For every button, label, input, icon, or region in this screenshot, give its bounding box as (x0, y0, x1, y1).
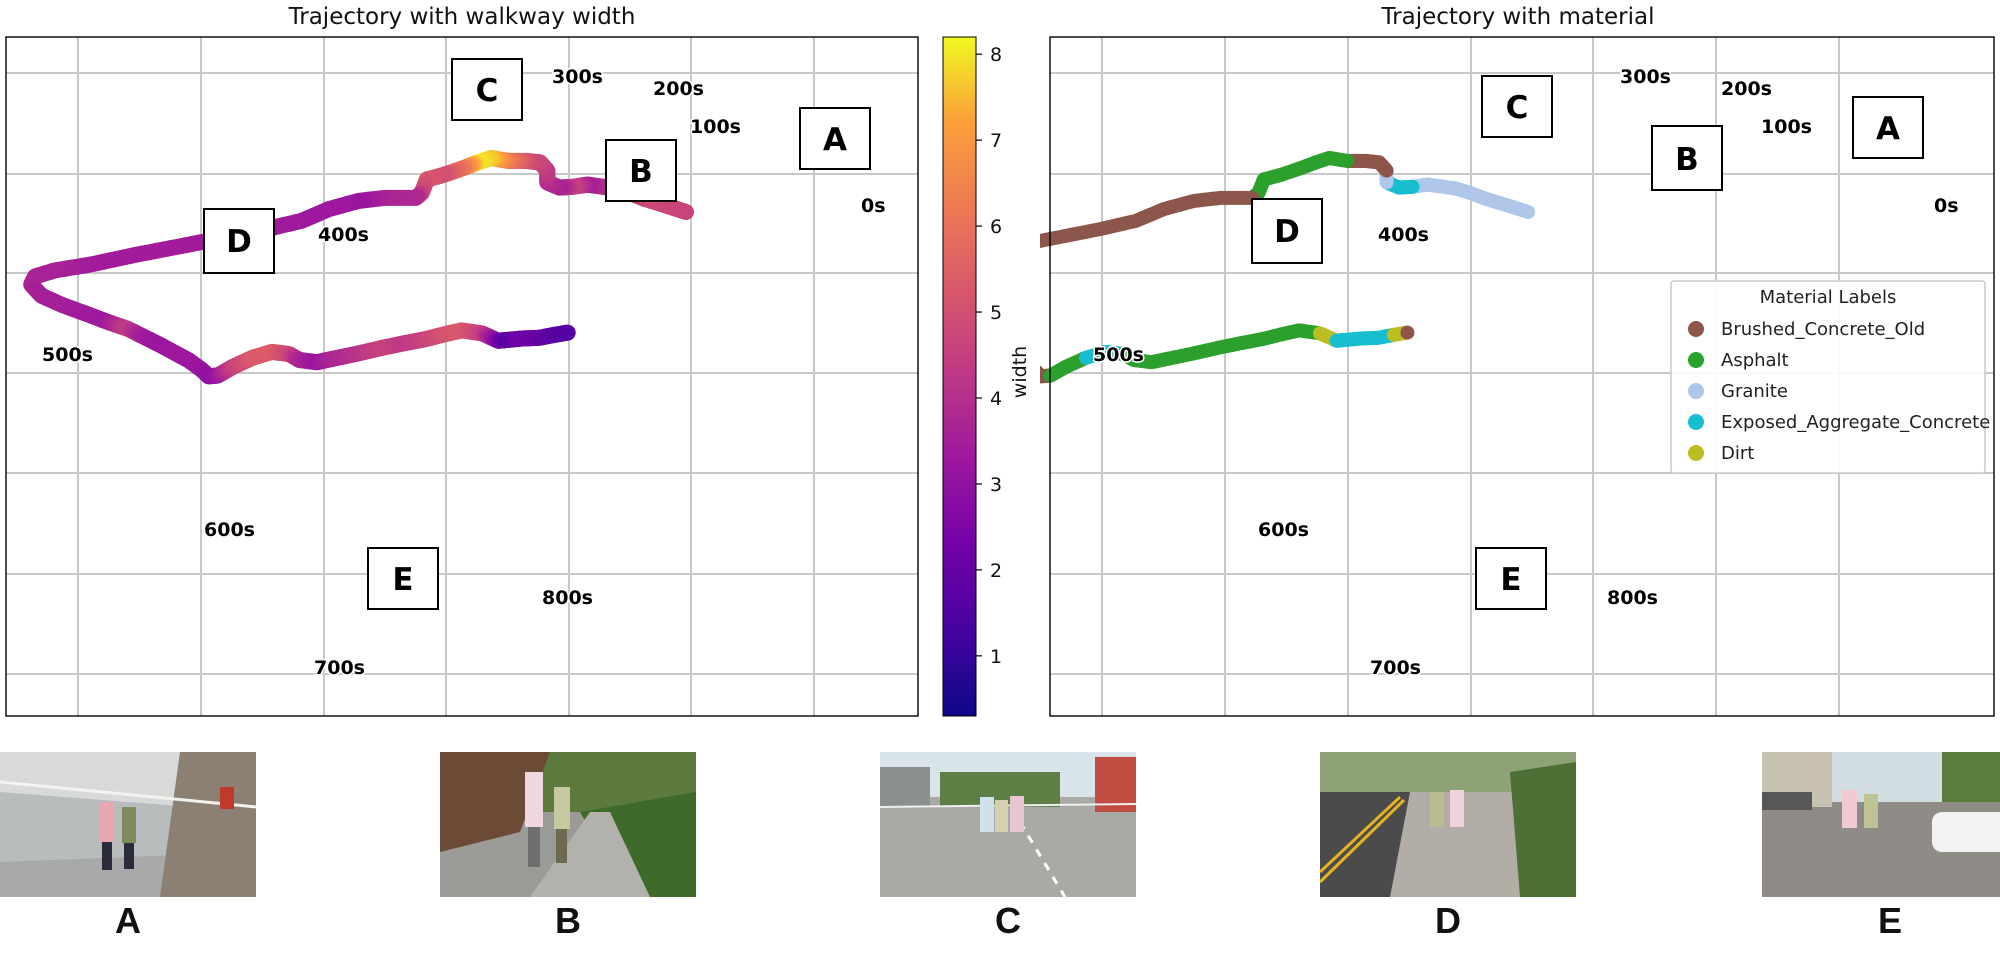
time-label: 800s (1607, 587, 1658, 609)
photo-a (0, 752, 256, 897)
time-label: 600s (204, 519, 255, 541)
segment-box-e: E (367, 547, 439, 610)
time-label: 300s (552, 66, 603, 88)
legend-marker (1688, 321, 1704, 337)
colorbar-tick-label: 3 (990, 474, 1002, 496)
time-label: 100s (690, 116, 741, 138)
trajectory-point (1400, 325, 1415, 340)
time-label: 100s (1761, 116, 1812, 138)
photo-label-d: D (1435, 900, 1461, 941)
svg-text:C: C (476, 73, 499, 109)
svg-text:A: A (823, 122, 847, 158)
chart-title: Trajectory with walkway width (288, 4, 636, 30)
colorbar-tick-label: 6 (990, 216, 1002, 238)
legend-label: Brushed_Concrete_Old (1721, 319, 1925, 340)
time-label: 800s (542, 587, 593, 609)
time-labels: 0s 100s 200s 300s 400s 500s 600s 700s 80… (41, 65, 888, 681)
legend-title: Material Labels (1760, 287, 1897, 308)
time-label: 500s (42, 344, 93, 366)
photo-d (1320, 752, 1576, 897)
legend-label: Asphalt (1721, 350, 1789, 371)
trajectory-points (23, 150, 694, 385)
legend-marker (1688, 445, 1704, 461)
time-label: 200s (1721, 78, 1772, 100)
time-label: 500s (1093, 344, 1144, 366)
photo-c (880, 752, 1136, 897)
photo-label-a: A (115, 900, 141, 941)
svg-text:D: D (1274, 214, 1300, 250)
svg-text:C: C (1506, 90, 1529, 126)
segment-box-d: D (203, 208, 275, 274)
time-label: 0s (1934, 195, 1959, 217)
segment-box-d: D (1251, 198, 1323, 264)
trajectory-point (559, 324, 576, 341)
svg-text:E: E (392, 562, 413, 598)
legend-marker (1688, 414, 1704, 430)
sidewalk-photo-icon (440, 752, 696, 897)
time-label: 400s (1378, 224, 1429, 246)
trajectory-points (1040, 151, 1535, 384)
time-label: 700s (314, 657, 365, 679)
legend-marker (1688, 383, 1704, 399)
segment-box-a: A (1852, 96, 1924, 159)
colorbar-tick-label: 8 (990, 44, 1002, 66)
trajectory-point (1040, 235, 1044, 248)
photo-label-b: B (555, 900, 581, 941)
footpath-photo-icon (1320, 752, 1576, 897)
svg-text:B: B (1675, 142, 1699, 178)
width-trajectory-chart: Trajectory with walkway width 0s 100s 20… (5, 4, 1031, 717)
time-label: 400s (318, 224, 369, 246)
legend-items: Brushed_Concrete_Old Asphalt Granite Expose… (1688, 319, 1990, 464)
segment-boxes: A B C D E (1251, 75, 1924, 610)
segment-box-b: B (1651, 125, 1723, 191)
time-label: 300s (1620, 66, 1671, 88)
photo-b (440, 752, 696, 897)
segment-box-e: E (1475, 547, 1547, 610)
plot-frame (5, 36, 919, 717)
colorbar-tick-label: 7 (990, 130, 1002, 152)
legend-marker (1688, 352, 1704, 368)
photo-label-e: E (1877, 900, 1902, 941)
plot-frame (1049, 36, 1995, 717)
colorbar-tick-label: 5 (990, 302, 1002, 324)
colorbar-label: width (1009, 346, 1031, 398)
time-label: 600s (1258, 519, 1309, 541)
legend-label: Exposed_Aggregate_Concrete (1721, 412, 1990, 433)
segment-boxes: A B C D E (203, 58, 871, 610)
chart-title: Trajectory with material (1381, 4, 1655, 30)
photo-e (1762, 752, 2000, 897)
time-label: 700s (1370, 657, 1421, 679)
corridor-photo-icon (0, 752, 256, 897)
carpark-photo-icon (1762, 752, 2000, 897)
time-label: 200s (653, 78, 704, 100)
segment-box-c: C (451, 58, 523, 121)
segment-box-b: B (605, 139, 677, 202)
colorbar-tick-label: 1 (990, 646, 1002, 668)
colorbar-tick-label: 2 (990, 560, 1002, 582)
colorbar-ticks: 1 2 3 4 5 6 7 8 (976, 44, 1002, 668)
svg-text:A: A (1876, 111, 1900, 147)
svg-text:B: B (629, 154, 653, 190)
material-trajectory-chart: Trajectory with material 0s 100s 200s 30… (1040, 4, 1995, 717)
colorbar (942, 36, 977, 717)
time-label: 0s (861, 195, 886, 217)
colorbar-tick-label: 4 (990, 388, 1002, 410)
time-labels: 0s 100s 200s 300s 400s 500s 600s 700s 80… (1092, 65, 1961, 681)
trajectory-point (1040, 239, 1041, 246)
legend: Material Labels Brushed_Concrete_Old Asph… (1670, 280, 1990, 474)
segment-box-c: C (1481, 75, 1553, 138)
crossing-photo-icon (880, 752, 1136, 897)
svg-text:D: D (226, 224, 252, 260)
svg-text:E: E (1500, 562, 1521, 598)
photo-label-c: C (995, 900, 1021, 941)
legend-label: Dirt (1721, 443, 1754, 464)
legend-label: Granite (1721, 381, 1788, 402)
segment-box-a: A (799, 107, 871, 170)
grid-lines (6, 37, 918, 716)
